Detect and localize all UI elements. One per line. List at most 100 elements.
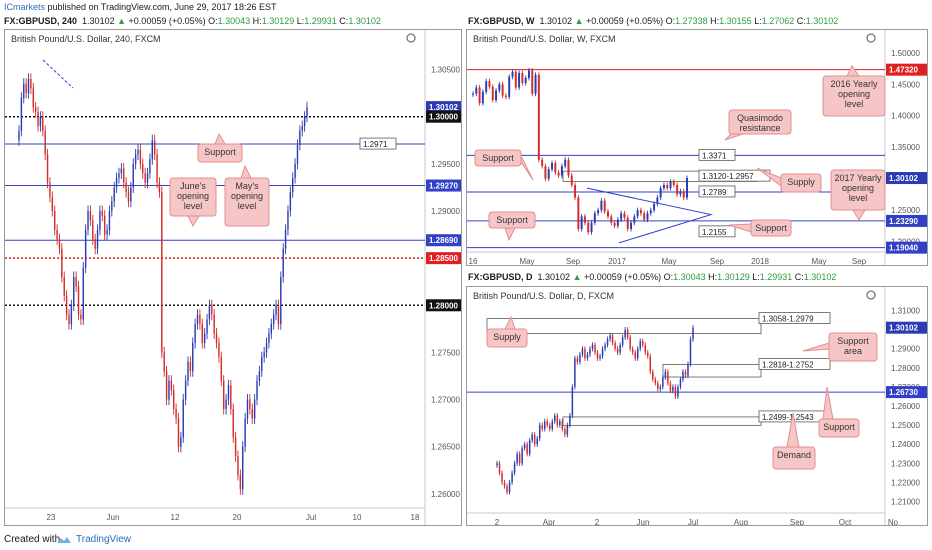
candle-body [533, 434, 536, 445]
price-tag [426, 101, 461, 114]
h4-chart[interactable]: British Pound/U.S. Dollar, 240, FXCM 1.30… [5, 30, 462, 526]
x-tick-label: 2017 [608, 257, 626, 266]
x-tick-label: Jun [637, 518, 650, 526]
x-tick-label: May [661, 257, 676, 266]
candle-body [593, 213, 596, 223]
x-tick-label: Oct [839, 518, 852, 526]
candle-body [586, 354, 589, 359]
candle-body [551, 421, 554, 429]
candle-body [481, 91, 484, 104]
candle-body [601, 348, 604, 357]
support-callout-tail [214, 132, 226, 145]
up-arrow-icon: ▲ [572, 272, 582, 282]
x-tick-label: 20 [233, 513, 242, 522]
up-arrow-icon: ▲ [574, 16, 584, 26]
candle-body [579, 354, 581, 363]
level-label-text: 1.3120-1.2957 [702, 172, 754, 181]
candle-body [667, 371, 669, 384]
candle-body [674, 386, 677, 397]
weekly-support-callout-2 [488, 211, 536, 229]
published-text: published on TradingView.com, June 29, 2… [47, 2, 277, 12]
candle-body [92, 220, 94, 240]
junes-opening-callout [169, 177, 217, 217]
y-tick-label: 1.30500 [431, 66, 460, 75]
x-tick-label: 10 [353, 513, 362, 522]
candle-body [513, 463, 516, 473]
candle-body [249, 399, 251, 409]
y-tick-label: 1.27500 [431, 348, 460, 357]
candle-body [287, 211, 289, 230]
candle-body [659, 386, 662, 389]
daily-chart-pane[interactable]: British Pound/U.S. Dollar, D, FXCM 1.3100… [466, 286, 928, 526]
chart-title: British Pound/U.S. Dollar, D, FXCM [473, 291, 614, 301]
x-tick-label: Sep [852, 257, 867, 266]
candle-body [620, 213, 623, 220]
y-tick-label: 1.31000 [891, 307, 920, 316]
candle-body [115, 178, 118, 188]
candle-body [18, 130, 20, 141]
candle-body [613, 222, 616, 226]
candle-body [662, 377, 664, 387]
h4-close: 1.30102 [348, 16, 381, 26]
x-tick-label: Jul [306, 513, 316, 522]
tradingview-brand[interactable]: TradingView [76, 534, 132, 545]
yearly-2016-callout-text: level [845, 99, 864, 109]
support-area-callout [828, 332, 878, 362]
candle-body [566, 425, 569, 435]
candle-body [669, 181, 672, 189]
y-tick-label: 1.26500 [431, 443, 460, 452]
candle-body [611, 335, 614, 344]
candle-body [652, 371, 654, 380]
candle-body [68, 314, 70, 325]
candle-body [692, 327, 694, 340]
candle-body [196, 314, 199, 325]
h4-low: 1.29931 [304, 16, 337, 26]
price-tag-label: 1.30102 [889, 324, 918, 333]
candle-body [184, 380, 187, 400]
candle-body [275, 305, 277, 315]
x-tick-label: Sep [790, 518, 805, 526]
candle-body [192, 343, 194, 372]
y-tick-label: 1.40000 [891, 112, 920, 121]
quasimodo-callout [728, 109, 792, 135]
daily-close: 1.30102 [803, 272, 837, 282]
junes-opening-callout-tail [187, 215, 200, 228]
weekly-chart-pane[interactable]: British Pound/U.S. Dollar, W, FXCM 1.5000… [466, 29, 928, 266]
price-tag-label: 1.19040 [889, 244, 918, 253]
price-tag [886, 63, 927, 76]
author-link[interactable]: ICmarkets [4, 2, 46, 12]
candle-body [498, 463, 501, 473]
x-tick-label: 23 [47, 513, 56, 522]
candle-body [56, 229, 58, 240]
candle-body [220, 357, 223, 381]
candle-body [61, 248, 63, 277]
level-label-text: 1.2971 [363, 140, 388, 149]
yearly-2016-callout [822, 75, 886, 117]
level-label-box [758, 312, 831, 324]
candle-body [524, 77, 527, 84]
candle-body [485, 81, 488, 92]
candle-body [676, 184, 679, 195]
candle-body [39, 116, 42, 127]
candle-body [478, 87, 481, 104]
candle-body [272, 314, 275, 325]
h4-chart-pane[interactable]: British Pound/U.S. Dollar, 240, FXCM 1.30… [4, 29, 462, 526]
y-tick-label: 1.28000 [891, 364, 920, 373]
daily-chart[interactable]: British Pound/U.S. Dollar, D, FXCM 1.3100… [467, 287, 928, 526]
x-tick-label: 2 [495, 518, 500, 526]
yearly-2017-callout-tail [852, 209, 866, 221]
supply-callout [780, 173, 822, 193]
candle-body [258, 371, 261, 381]
weekly-support-callout-2-text: Support [496, 215, 528, 225]
candle-body [58, 239, 61, 249]
candle-body [686, 178, 688, 198]
candle-body [654, 379, 657, 384]
candle-body [75, 277, 77, 287]
weekly-high: 1.30155 [719, 16, 752, 26]
candle-body [559, 421, 561, 426]
candle-body [521, 72, 524, 84]
y-tick-label: 1.27000 [431, 396, 460, 405]
weekly-chart[interactable]: British Pound/U.S. Dollar, W, FXCM 1.5000… [467, 30, 928, 266]
candle-body [46, 154, 49, 183]
h4-last: 1.30102 [82, 16, 115, 26]
